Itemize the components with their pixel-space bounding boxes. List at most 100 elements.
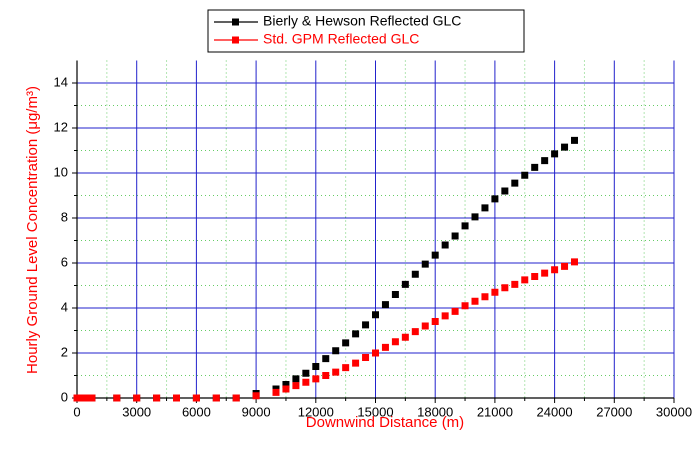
marker: [471, 213, 479, 221]
marker: [232, 394, 240, 402]
marker: [153, 394, 161, 402]
x-tick-label: 3000: [122, 404, 151, 419]
marker: [561, 262, 569, 270]
marker: [421, 322, 429, 330]
marker: [531, 273, 539, 280]
marker: [441, 312, 449, 320]
marker: [302, 378, 310, 386]
marker: [381, 343, 389, 351]
marker: [511, 179, 519, 187]
marker: [471, 297, 479, 305]
marker: [312, 363, 320, 370]
marker: [372, 311, 379, 319]
marker: [322, 372, 330, 379]
marker: [302, 369, 310, 377]
marker: [561, 143, 569, 151]
x-tick-label: 6000: [182, 404, 211, 419]
marker: [212, 394, 220, 402]
x-axis-label: Downwind Distance (m): [306, 414, 464, 431]
marker: [73, 394, 81, 402]
marker: [411, 328, 419, 336]
marker: [481, 293, 489, 301]
legend-label: Std. GPM Reflected GLC: [263, 31, 419, 47]
x-tick-label: 0: [73, 404, 80, 419]
marker: [292, 375, 300, 383]
x-tick-label: 15000: [357, 404, 393, 419]
marker: [491, 195, 499, 203]
y-tick-label: 2: [61, 344, 68, 359]
marker: [173, 394, 180, 402]
y-axis-label: Hourly Ground Level Concentration (μg/m³…: [24, 86, 41, 374]
marker: [511, 280, 519, 288]
x-tick-label: 9000: [242, 404, 271, 419]
legend-marker: [232, 18, 239, 26]
marker: [282, 381, 290, 388]
marker: [521, 171, 529, 179]
marker: [78, 394, 86, 402]
y-tick-label: 4: [61, 299, 68, 314]
marker: [332, 368, 340, 376]
marker: [272, 388, 280, 396]
marker: [372, 349, 379, 357]
marker: [461, 222, 469, 230]
marker: [252, 392, 260, 400]
marker: [342, 364, 350, 372]
marker: [362, 354, 370, 361]
marker: [342, 339, 350, 347]
x-tick-label: 30000: [656, 404, 692, 419]
y-tick-label: 10: [54, 164, 68, 179]
x-tick-label: 18000: [417, 404, 453, 419]
marker: [322, 355, 330, 363]
marker: [451, 307, 459, 315]
marker: [381, 301, 389, 309]
y-tick-label: 14: [54, 74, 68, 89]
marker: [88, 394, 96, 402]
marker: [352, 330, 360, 338]
marker: [391, 338, 399, 346]
y-tick-label: 8: [61, 209, 68, 224]
marker: [401, 333, 409, 341]
marker: [421, 260, 429, 268]
legend-box: [207, 9, 525, 53]
x-tick-label: 21000: [477, 404, 513, 419]
marker: [431, 318, 439, 325]
marker: [531, 163, 539, 171]
marker: [391, 291, 399, 298]
marker: [521, 276, 529, 284]
marker: [541, 157, 549, 165]
marker: [133, 394, 141, 402]
marker: [362, 321, 370, 329]
marker: [481, 204, 489, 212]
x-tick-label: 27000: [596, 404, 632, 419]
marker: [192, 394, 200, 402]
marker: [571, 258, 578, 266]
legend-label: Bierly & Hewson Reflected GLC: [263, 13, 461, 29]
y-tick-label: 0: [61, 389, 68, 404]
marker: [501, 284, 509, 292]
marker: [332, 347, 340, 355]
marker: [551, 266, 559, 274]
marker: [282, 385, 290, 393]
y-tick-label: 6: [61, 254, 68, 269]
x-tick-label: 12000: [298, 404, 334, 419]
marker: [451, 232, 459, 240]
marker: [312, 375, 320, 383]
marker: [292, 382, 300, 390]
marker: [571, 136, 578, 144]
marker: [551, 150, 559, 158]
marker: [83, 394, 91, 402]
y-tick-label: 12: [54, 119, 68, 134]
marker: [113, 394, 121, 402]
marker: [411, 270, 419, 278]
marker: [491, 288, 499, 296]
legend-marker: [232, 36, 239, 44]
marker: [501, 187, 509, 195]
x-tick-label: 24000: [537, 404, 573, 419]
marker: [352, 359, 360, 367]
marker: [431, 251, 439, 259]
marker: [541, 269, 549, 277]
marker: [441, 241, 449, 249]
marker: [401, 280, 409, 288]
marker: [461, 302, 469, 310]
